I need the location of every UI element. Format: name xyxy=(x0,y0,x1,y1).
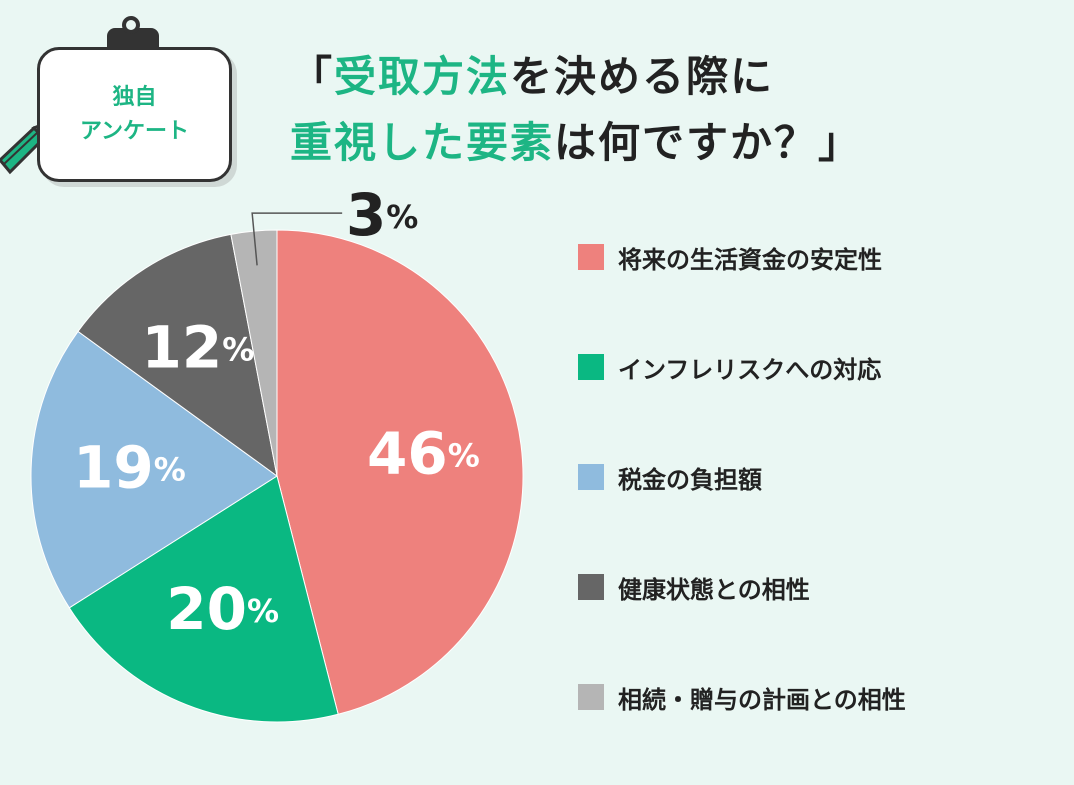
legend-label: 健康状態との相性 xyxy=(618,575,810,604)
legend-label: 相続・贈与の計画との相性 xyxy=(618,685,906,714)
title-line1: 「受取方法を決める際に xyxy=(290,44,1030,110)
pie-slice-3 xyxy=(30,330,278,609)
data-label-3: 19% xyxy=(73,433,186,501)
pie-slice-2 xyxy=(68,475,339,723)
data-label-1: 46% xyxy=(367,420,480,488)
pie-slice-4 xyxy=(77,233,278,478)
survey-badge: 独自 アンケート xyxy=(37,47,232,182)
legend-item-2: インフレリスクへの対応 xyxy=(578,345,906,389)
title-open-bracket: 「 xyxy=(290,52,335,101)
data-label-5: 3% xyxy=(346,190,418,249)
leader-line-5 xyxy=(251,212,343,266)
legend-item-5: 相続・贈与の計画との相性 xyxy=(578,675,906,719)
pie-slice-1 xyxy=(276,229,524,715)
legend-item-3: 税金の負担額 xyxy=(578,455,906,499)
data-label-2: 20% xyxy=(166,575,279,643)
legend-label: インフレリスクへの対応 xyxy=(618,355,882,384)
title-line2: 重視した要素は何ですか？」 xyxy=(290,110,1030,176)
legend-swatch xyxy=(578,574,604,600)
data-label-4: 12% xyxy=(142,313,255,381)
clipboard-clip-icon xyxy=(107,28,159,50)
title-highlight2: 重視した要素 xyxy=(290,118,555,167)
legend-swatch xyxy=(578,684,604,710)
badge-line2: アンケート xyxy=(79,118,190,144)
badge-line1: 独自 xyxy=(112,84,157,110)
legend-item-4: 健康状態との相性 xyxy=(578,565,906,609)
title-part1: を決める際に xyxy=(510,52,775,101)
title-highlight1: 受取方法 xyxy=(334,52,511,101)
title-part2: は何ですか？」 xyxy=(554,118,863,167)
legend-label: 税金の負担額 xyxy=(618,465,762,494)
chart-legend: 将来の生活資金の安定性 インフレリスクへの対応 税金の負担額健康状態との相性相続・贈… xyxy=(578,235,906,785)
legend-swatch xyxy=(578,354,604,380)
legend-swatch xyxy=(578,244,604,270)
clipboard-ring-icon xyxy=(122,16,140,34)
legend-label: 将来の生活資金の安定性 xyxy=(618,245,882,274)
legend-item-1: 将来の生活資金の安定性 xyxy=(578,235,906,279)
pie-chart: 46% 20% 19% 12% 3% xyxy=(30,190,524,723)
legend-swatch xyxy=(578,464,604,490)
survey-badge-group: 独自 アンケート xyxy=(0,0,250,200)
chart-title: 「受取方法を決める際に 重視した要素は何ですか？」 xyxy=(290,44,1030,176)
